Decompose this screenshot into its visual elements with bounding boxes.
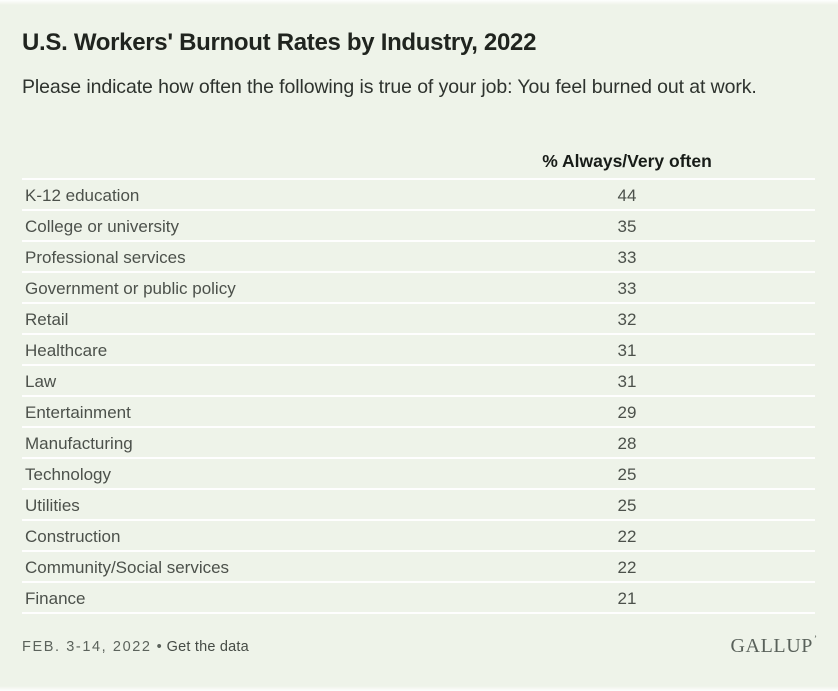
get-the-data-link[interactable]: Get the data <box>166 639 249 655</box>
burnout-table: K-12 education 44 College or university 35 P… <box>22 178 815 614</box>
row-value: 33 <box>617 279 637 298</box>
row-value: 35 <box>617 217 637 236</box>
row-label: Government or public policy <box>25 278 236 298</box>
table-row: Community/Social services 22 <box>22 552 815 583</box>
table-row: K-12 education 44 <box>22 180 815 211</box>
table-row: Construction 22 <box>22 521 815 552</box>
chart-subtitle: Please indicate how often the following … <box>22 76 757 98</box>
top-edge-fade <box>0 0 838 5</box>
row-label: Finance <box>25 588 86 608</box>
table-row: Utilities 25 <box>22 490 815 521</box>
table-row: Government or public policy 33 <box>22 273 815 304</box>
row-label: Professional services <box>25 247 186 267</box>
row-value: 29 <box>617 403 637 422</box>
row-label: Community/Social services <box>25 557 230 577</box>
row-label: Construction <box>25 526 121 546</box>
row-value: 33 <box>617 248 637 267</box>
row-value: 25 <box>617 496 637 515</box>
row-value: 22 <box>617 527 637 546</box>
table-row: Healthcare 31 <box>22 335 815 366</box>
gallup-logo: GALLUP’ <box>730 634 818 657</box>
table-row: Entertainment 29 <box>22 397 815 428</box>
footer-note: FEB. 3-14, 2022 • Get the data <box>22 639 249 655</box>
chart-title: U.S. Workers' Burnout Rates by Industry,… <box>22 29 537 56</box>
gallup-logo-text: GALLUP <box>730 635 813 657</box>
row-value: 25 <box>617 465 637 484</box>
bottom-edge-fade <box>0 686 838 691</box>
row-label: Retail <box>25 309 69 329</box>
table-row: Technology 25 <box>22 459 815 490</box>
row-value: 22 <box>617 558 637 577</box>
row-label: Technology <box>25 464 112 484</box>
row-label: College or university <box>25 216 180 236</box>
table-row: College or university 35 <box>22 211 815 242</box>
row-value: 28 <box>617 434 637 453</box>
row-value: 32 <box>617 310 637 329</box>
row-value: 31 <box>617 372 637 391</box>
table-row: Manufacturing 28 <box>22 428 815 459</box>
gallup-logo-trademark: ’ <box>814 634 817 644</box>
row-label: Manufacturing <box>25 433 133 453</box>
row-label: Law <box>25 371 57 391</box>
row-value: 31 <box>617 341 637 360</box>
table-row: Professional services 33 <box>22 242 815 273</box>
table-row: Law 31 <box>22 366 815 397</box>
row-label: Utilities <box>25 495 80 515</box>
footer-bullet: • <box>156 639 162 655</box>
table-row: Finance 21 <box>22 583 815 614</box>
row-value: 21 <box>617 589 637 608</box>
survey-date: FEB. 3-14, 2022 <box>22 639 152 655</box>
table-row: Retail 32 <box>22 304 815 335</box>
row-label: Entertainment <box>25 402 131 422</box>
row-label: K-12 education <box>25 185 140 205</box>
row-value: 44 <box>617 186 637 205</box>
row-label: Healthcare <box>25 340 108 360</box>
value-column-header: % Always/Very often <box>542 151 712 171</box>
